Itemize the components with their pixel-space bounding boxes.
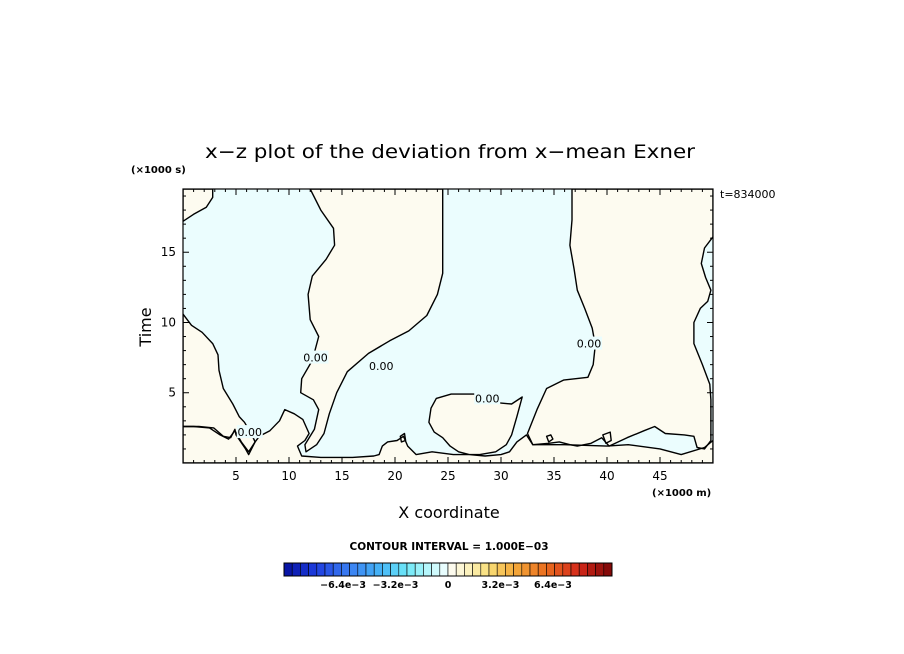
x-unit-label: (×1000 m) <box>652 488 711 499</box>
colorbar-swatch <box>578 562 588 577</box>
x-tick-label: 20 <box>387 469 402 483</box>
y-tick-label: 5 <box>168 386 176 400</box>
y-axis-ticks: 5 10 15 <box>161 195 713 450</box>
colorbar-tick-label: −3.2e−3 <box>373 580 419 591</box>
x-axis-ticks: 5 10 15 20 25 30 35 40 45 <box>193 189 703 483</box>
colorbar-tick-label: 6.4e−3 <box>534 580 572 591</box>
colorbar-swatch <box>382 562 391 577</box>
x-tick-label: 25 <box>440 469 455 483</box>
colorbar-frame <box>283 562 613 577</box>
colorbar-swatch <box>431 562 441 577</box>
colorbar-swatch <box>513 562 523 577</box>
contour-line-5 <box>602 431 612 444</box>
colorbar-swatch <box>365 562 375 577</box>
y-tick-label: 10 <box>161 315 176 329</box>
contour-label-bg <box>368 359 395 373</box>
contour-line-1 <box>300 189 444 453</box>
colorbar-swatch <box>505 562 514 577</box>
colorbar-swatch <box>595 562 605 577</box>
x-tick-label: 40 <box>599 469 614 483</box>
x-tick-label: 35 <box>546 469 561 483</box>
colorbar-tick-label: 3.2e−3 <box>482 580 520 591</box>
contour-label-bg <box>474 391 501 405</box>
contour-region-2 <box>527 189 713 449</box>
colorbar-swatch <box>537 562 547 577</box>
x-tick-label: 5 <box>232 469 240 483</box>
contour-label: 0.00 <box>303 352 328 365</box>
contour-label: 0.00 <box>577 338 602 351</box>
colorbar-tick-label: 0 <box>445 580 452 591</box>
colorbar-swatch <box>283 562 293 577</box>
colorbar-swatch <box>570 562 580 577</box>
colorbar-swatch <box>406 562 416 577</box>
y-tick-label: 15 <box>161 245 176 259</box>
colorbar-swatch <box>291 562 301 577</box>
contour-line-6 <box>545 434 554 443</box>
contour-fills <box>183 189 713 463</box>
colorbar-swatch <box>464 562 473 577</box>
colorbar-swatch <box>472 562 482 577</box>
colorbar-swatch <box>332 562 342 577</box>
colorbar-swatch <box>316 562 326 577</box>
contour-labels: 0.00 0.00 0.00 0.00 0.00 <box>236 336 602 439</box>
colorbar-swatch <box>373 562 383 577</box>
y-axis-label: Time <box>136 307 155 347</box>
colorbar-tick-label: −6.4e−3 <box>320 580 366 591</box>
contour-label: 0.00 <box>238 426 263 439</box>
y-unit-label: (×1000 s) <box>131 165 186 176</box>
x-tick-label: 15 <box>334 469 349 483</box>
contour-label-bg <box>575 336 602 350</box>
colorbar-swatch <box>587 562 596 577</box>
colorbar-swatch <box>529 562 539 577</box>
colorbar-swatch <box>521 562 531 577</box>
colorbar-swatch <box>488 562 498 577</box>
colorbar-swatch <box>341 562 350 577</box>
contour-label: 0.00 <box>369 360 394 373</box>
x-tick-label: 45 <box>652 469 667 483</box>
colorbar-swatch <box>423 562 432 577</box>
contour-line-2 <box>526 189 713 450</box>
x-tick-label: 10 <box>281 469 296 483</box>
time-label: t=834000 <box>720 188 776 201</box>
colorbar-swatch <box>554 562 564 577</box>
contour-region-1 <box>300 189 443 452</box>
colorbar-swatch <box>603 562 613 577</box>
colorbar-swatch <box>414 562 424 577</box>
contour-label-bg <box>302 350 329 364</box>
colorbar-swatch <box>546 562 555 577</box>
colorbar-swatch <box>562 562 572 577</box>
contour-line-7 <box>399 432 407 443</box>
contour-label-bg <box>236 425 263 439</box>
colorbar-swatch <box>390 562 400 577</box>
contour-label: 0.00 <box>475 392 500 405</box>
colorbar-swatch <box>398 562 408 577</box>
colorbar-tick-labels: −6.4e−3 −3.2e−3 0 3.2e−3 6.4e−3 <box>320 580 572 591</box>
colorbar <box>283 562 613 577</box>
colorbar-swatch <box>496 562 506 577</box>
colorbar-swatch <box>349 562 359 577</box>
contour-line-0 <box>183 189 214 223</box>
colorbar-swatch <box>447 562 457 577</box>
colorbar-swatch <box>439 562 449 577</box>
contour-region-0 <box>183 189 213 222</box>
colorbar-swatch <box>300 562 309 577</box>
x-tick-label: 30 <box>493 469 508 483</box>
colorbar-swatch <box>324 562 334 577</box>
colorbar-swatch <box>480 562 490 577</box>
colorbar-swatch <box>357 562 367 577</box>
contour-interval-label: CONTOUR INTERVAL = 1.000E−03 <box>349 541 548 553</box>
contour-region-4 <box>183 314 256 452</box>
chart-title: x−z plot of the deviation from x−mean Ex… <box>205 141 695 163</box>
x-axis-label: X coordinate <box>398 503 499 522</box>
colorbar-swatch <box>308 562 318 577</box>
colorbar-swatch <box>455 562 465 577</box>
